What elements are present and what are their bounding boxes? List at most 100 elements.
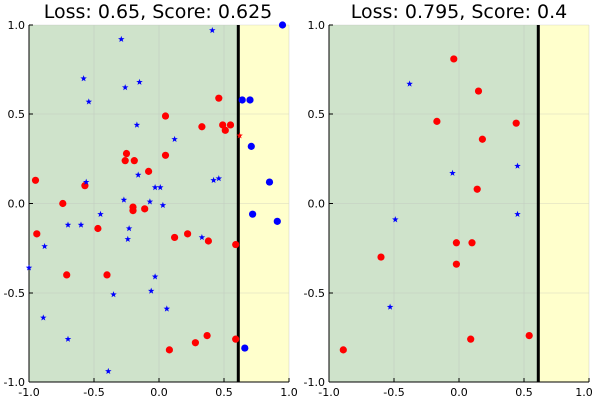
right-blue-star-point [449, 169, 456, 176]
left-blue-star-point [80, 75, 87, 82]
right-x-tick-label: 1.0 [575, 386, 593, 399]
left-x-tick-label: 0.5 [215, 386, 233, 399]
left-red-circle-point [226, 121, 235, 129]
left-blue-star-point [151, 273, 159, 280]
right-red-circle-point [525, 331, 533, 340]
left-red-circle-point [145, 167, 153, 175]
right-axes [328, 24, 590, 383]
left-blue-star-point [40, 314, 47, 321]
left-red-circle-point [103, 271, 111, 279]
left-blue-star-point [133, 121, 141, 128]
left-blue-star-point [64, 335, 72, 342]
right-x-tick-label: -1.0 [318, 386, 339, 399]
left-red-circle-point [161, 112, 170, 120]
left-blue-star-point [25, 264, 33, 271]
left-y-tick-label: -0.5 [4, 287, 25, 300]
right-red-circle-point [468, 239, 476, 247]
left-blue-star-point [209, 26, 216, 34]
left-blue-star-point [159, 201, 167, 209]
right-blue-star-point [386, 303, 394, 310]
right-red-circle-point [452, 239, 460, 247]
left-blue-star-point [215, 175, 223, 182]
right-red-circle-point [377, 253, 385, 261]
right-data-points [339, 55, 533, 354]
left-red-circle-point [33, 230, 41, 238]
right-y-tick-labels: 1.0 0.5 0.0 -0.5 -1.0 [304, 19, 325, 389]
left-blue-star-point [151, 184, 159, 191]
right-y-tick-label: 0.0 [308, 198, 326, 211]
left-blue-star-point [136, 78, 143, 85]
left-axes [28, 24, 290, 383]
right-x-tick-label: 0.0 [450, 386, 468, 399]
right-red-circle-point [339, 346, 347, 354]
right-x-tick-label: -0.5 [383, 386, 404, 399]
right-x-tick-label: 0.5 [515, 386, 533, 399]
left-red-circle-point [232, 240, 240, 249]
left-red-circle-point [122, 149, 131, 158]
left-red-circle-point [121, 157, 129, 165]
left-x-tick-labels: -1.0 -0.5 0.0 0.5 1.0 [18, 386, 297, 399]
left-blue-star-point [171, 135, 178, 142]
left-red-circle-point [232, 335, 240, 343]
left-red-circle-point [161, 151, 170, 159]
left-blue-star-point [41, 242, 48, 250]
left-blue-star-point [120, 196, 128, 203]
left-red-circle-point [204, 237, 212, 245]
left-x-tick-label: 0.0 [150, 386, 168, 399]
left-red-circle-point [203, 331, 211, 340]
left-red-circle-point [31, 176, 40, 184]
left-red-circle-point [221, 126, 229, 134]
left-red-circle-point [81, 182, 89, 190]
left-red-circle-point [141, 205, 149, 213]
left-red-circle-point [129, 207, 137, 215]
right-chart-title: Loss: 0.795, Score: 0.4 [351, 1, 567, 23]
right-red-circle-point [450, 55, 458, 63]
right-x-tick-labels: -1.0 -0.5 0.0 0.5 1.0 [318, 386, 592, 399]
left-red-circle-point [94, 224, 102, 233]
left-blue-star-point [157, 184, 164, 191]
left-blue-star-point [110, 291, 117, 298]
right-blue-star-point [514, 162, 521, 169]
right-blue-star-point [514, 210, 521, 217]
right-y-tick-label: 1.0 [308, 19, 326, 32]
left-blue-star-point [147, 287, 155, 294]
right-red-circle-point [473, 185, 481, 193]
left-red-circle-point [165, 346, 173, 354]
left-blue-star-point [146, 198, 154, 205]
left-x-tick-label: 1.0 [280, 386, 298, 399]
left-chart-title: Loss: 0.65, Score: 0.625 [44, 1, 273, 23]
left-blue-star-point [82, 178, 90, 185]
left-blue-circle-point [278, 21, 287, 29]
right-red-circle-point [478, 135, 486, 143]
left-blue-star-point [163, 305, 171, 312]
left-blue-circle-point [249, 210, 257, 218]
left-red-circle-point [215, 94, 223, 102]
right-blue-star-point [392, 216, 399, 223]
left-red-circle-point [130, 157, 138, 165]
left-red-circle-point [184, 230, 192, 238]
left-blue-star-point [121, 84, 129, 91]
left-y-tick-label: -1.0 [4, 376, 25, 389]
left-red-circle-point [59, 199, 67, 208]
left-blue-star-point [134, 171, 142, 178]
right-red-circle-point [474, 87, 483, 95]
left-blue-star-point [125, 225, 133, 232]
left-red-circle-point [171, 233, 179, 242]
left-blue-circle-point [247, 142, 255, 150]
left-red-circle-point [219, 121, 227, 129]
left-y-tick-label: 0.0 [8, 198, 26, 211]
left-blue-circle-point [238, 96, 246, 104]
left-data-points [25, 21, 287, 375]
right-blue-star-point [406, 80, 413, 87]
left-y-tick-label: 1.0 [8, 19, 26, 32]
right-red-circle-point [467, 335, 475, 343]
left-y-tick-labels: 1.0 0.5 0.0 -0.5 -1.0 [4, 19, 25, 389]
left-y-tick-label: 0.5 [8, 108, 26, 121]
left-red-circle-point [63, 271, 71, 279]
right-red-circle-point [433, 117, 441, 125]
right-red-circle-point [452, 260, 460, 268]
left-blue-circle-point [246, 96, 254, 104]
left-blue-star-point [97, 210, 104, 217]
left-blue-star-point [118, 35, 125, 43]
